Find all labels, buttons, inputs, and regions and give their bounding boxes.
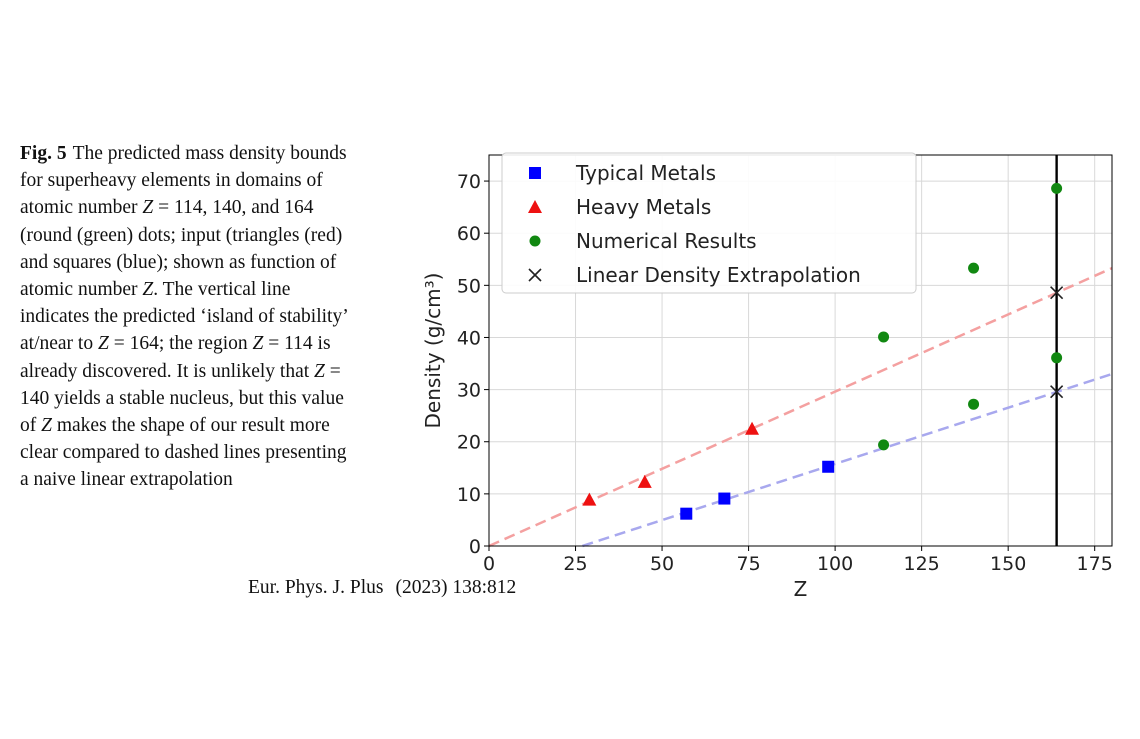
caption-text-run: = 164; the region: [108, 333, 253, 355]
caption-text-run: . The vertical line indicates the predic…: [20, 279, 348, 355]
data-point: [822, 460, 835, 473]
x-tick-label: 75: [736, 553, 760, 575]
data-point: [1050, 286, 1064, 300]
journal-name: Eur. Phys. J. Plus: [248, 577, 384, 598]
caption-variable: Z: [41, 415, 52, 437]
journal-citation: (2023) 138:812: [395, 577, 517, 598]
legend-label: Linear Density Extrapolation: [576, 263, 861, 287]
legend-marker: [529, 235, 541, 247]
data-point: [1051, 352, 1063, 364]
x-tick-label: 100: [817, 553, 853, 575]
data-point: [1051, 182, 1063, 194]
caption-text-run: = 114, 140, and 164 (round (green) dots;…: [20, 197, 343, 301]
legend-marker: [528, 200, 542, 213]
caption-variable: Z: [97, 333, 109, 355]
caption-text-run: makes the shape of our result more clear…: [20, 415, 347, 491]
journal-footer: Eur. Phys. J. Plus (2023) 138:812: [248, 577, 516, 599]
data-point: [582, 492, 597, 506]
data-point: [968, 398, 980, 410]
caption-text-run: The predicted mass density bounds for su…: [20, 143, 347, 219]
legend-label: Numerical Results: [576, 229, 757, 253]
caption-text: The predicted mass density bounds for su…: [20, 143, 347, 490]
caption-variable: Z: [142, 279, 154, 301]
y-tick-label: 30: [457, 380, 481, 402]
data-point: [878, 331, 890, 343]
data-point: [878, 439, 890, 451]
x-axis-label: Z: [794, 577, 808, 601]
figure-caption: Fig. 5 The predicted mass density bounds …: [20, 140, 360, 494]
data-point: [745, 421, 760, 435]
data-point: [637, 474, 652, 488]
x-tick-label: 0: [483, 553, 495, 575]
caption-variable: Z: [142, 197, 154, 219]
legend-marker: [529, 167, 541, 179]
x-tick-label: 50: [650, 553, 674, 575]
caption-variable: Z: [314, 360, 325, 382]
y-tick-label: 0: [469, 536, 481, 558]
x-tick-label: 25: [563, 553, 587, 575]
x-tick-label: 125: [904, 553, 940, 575]
y-tick-label: 60: [457, 223, 481, 245]
data-point: [718, 492, 731, 505]
data-point: [1050, 385, 1064, 399]
data-point: [680, 507, 693, 520]
legend-marker: [528, 268, 542, 282]
caption-text-run: = 114 is already discovered. It is unlik…: [20, 333, 331, 382]
extrapolation-dashed-line: [488, 266, 1113, 548]
x-tick-label: 150: [990, 553, 1026, 575]
y-tick-label: 20: [457, 432, 481, 454]
y-tick-label: 40: [457, 327, 481, 349]
y-tick-label: 10: [457, 484, 481, 506]
caption-variable: Z: [252, 333, 264, 355]
legend-box: [501, 152, 917, 294]
y-axis-label: Density (g/cm³): [421, 273, 445, 429]
legend-label: Typical Metals: [575, 161, 716, 185]
data-point: [968, 262, 980, 274]
extrapolation-dashed-line: [582, 372, 1113, 548]
legend-label: Heavy Metals: [576, 195, 711, 219]
figure-label: Fig. 5: [20, 143, 67, 164]
y-tick-label: 50: [457, 275, 481, 297]
x-tick-label: 175: [1077, 553, 1113, 575]
caption-text-run: = 140 yields a stable nucleus, but this …: [20, 360, 344, 437]
y-tick-label: 70: [457, 171, 481, 193]
